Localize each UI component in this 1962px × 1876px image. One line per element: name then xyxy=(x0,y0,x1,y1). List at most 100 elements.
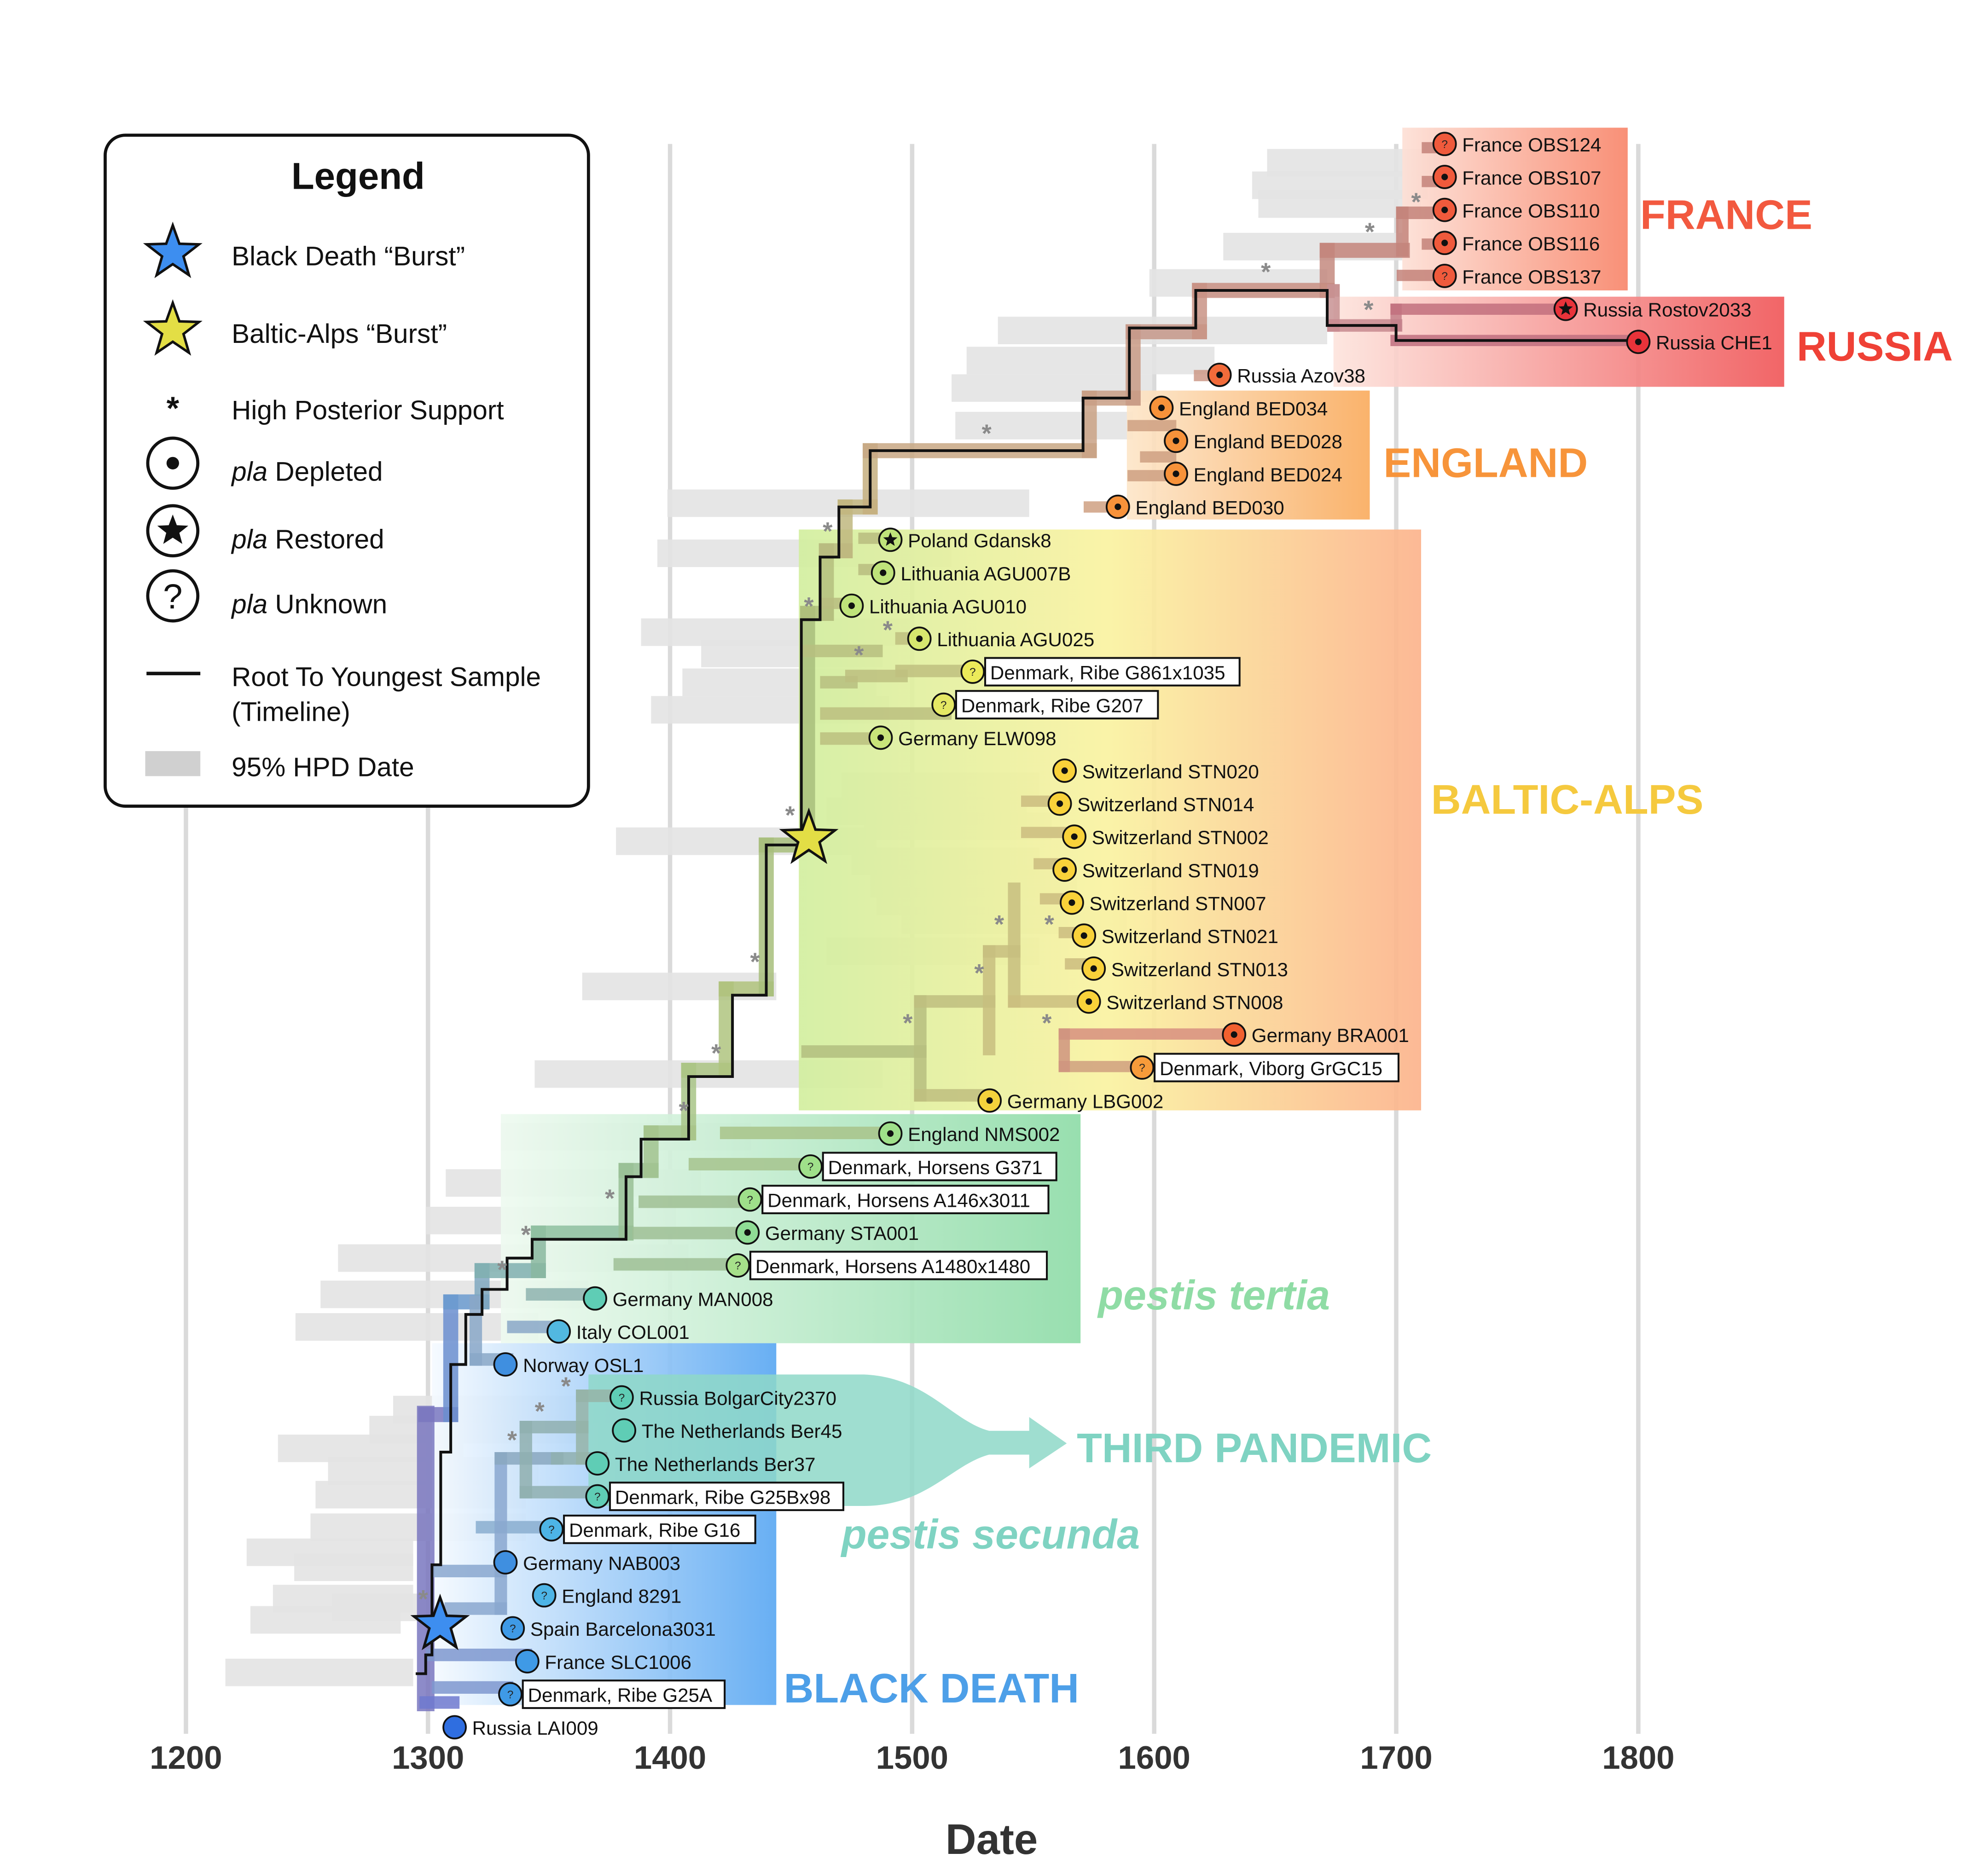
pla-restored-icon xyxy=(1558,301,1573,315)
legend-item-star-circle: pla Restored xyxy=(146,504,384,558)
pla-depleted-icon xyxy=(877,734,884,741)
pla-depleted-icon xyxy=(986,1097,993,1104)
tip-germany-nab003: Germany NAB003 xyxy=(493,1550,680,1575)
clade-label-third-pandemic: THIRD PANDEMIC xyxy=(1077,1425,1432,1471)
pla-unknown-icon: ? xyxy=(510,1623,516,1635)
pla-depleted-icon xyxy=(880,569,887,576)
tip-label: Russia BolgarCity2370 xyxy=(639,1387,836,1409)
tip-norway-osl1: Norway OSL1 xyxy=(493,1352,644,1377)
x-tick-label-1500: 1500 xyxy=(876,1739,948,1776)
legend-item-text: Depleted xyxy=(267,457,383,486)
pla-depleted-icon xyxy=(848,602,855,609)
hpd-bar xyxy=(295,1313,539,1341)
posterior-asterisk: * xyxy=(1042,1009,1052,1037)
posterior-asterisk: * xyxy=(1261,258,1271,286)
tip-label: Germany BRA001 xyxy=(1252,1025,1409,1046)
tip-germany-bra001: Germany BRA001 xyxy=(1222,1022,1409,1047)
tip-label: England BED034 xyxy=(1179,398,1328,419)
tip-label: Switzerland STN008 xyxy=(1106,991,1283,1013)
tip-france-slc1006: France SLC1006 xyxy=(515,1649,691,1673)
posterior-asterisk: * xyxy=(1411,188,1422,216)
tip-lithuania-agu025: Lithuania AGU025 xyxy=(907,626,1094,651)
tip-label: Denmark, Ribe G25A xyxy=(528,1684,713,1706)
yellow-star-icon xyxy=(143,299,203,356)
tip-label: Denmark, Horsens G371 xyxy=(828,1157,1043,1178)
tip-marker xyxy=(585,1451,610,1476)
pla-unknown-icon: ? xyxy=(619,1392,625,1404)
tip-russia-rostov2033: Russia Rostov2033 xyxy=(1553,296,1752,321)
legend-box xyxy=(104,133,590,808)
pla-unknown-icon: ? xyxy=(969,666,976,678)
tip-marker xyxy=(583,1286,607,1311)
tip-label: Switzerland STN020 xyxy=(1082,761,1259,782)
pla-depleted-icon xyxy=(1216,371,1223,378)
tip-label: France OBS137 xyxy=(1462,266,1601,288)
tip-denmark-horsens-a1480x1480: ? Denmark, Horsens A1480x1480 xyxy=(726,1251,1048,1280)
tip-marker xyxy=(1130,1055,1155,1080)
tip-label: France SLC1006 xyxy=(545,1651,691,1673)
tip-russia-lai009: Russia LAI009 xyxy=(442,1715,598,1740)
tip-label: Denmark, Viborg GrGC15 xyxy=(1160,1058,1382,1079)
pla-depleted-icon xyxy=(1158,405,1165,411)
pla-depleted-icon xyxy=(1071,833,1078,840)
tip-label: Russia CHE1 xyxy=(1656,332,1772,353)
pla-depleted-icon xyxy=(1173,437,1179,444)
tip-marker xyxy=(798,1154,823,1179)
tip-russia-bolgarcity2370: ? Russia BolgarCity2370 xyxy=(609,1385,836,1410)
posterior-asterisk: * xyxy=(785,801,795,829)
tip-label: Lithuania AGU010 xyxy=(869,596,1027,617)
tip-label: Russia Rostov2033 xyxy=(1583,299,1751,320)
posterior-asterisk: * xyxy=(804,592,814,620)
clade-label-england: ENGLAND xyxy=(1383,440,1588,486)
tip-switzerland-stn008: Switzerland STN008 xyxy=(1076,989,1283,1014)
tip-marker xyxy=(500,1616,525,1641)
legend: Legend Black Death “Burst” Baltic-Alps “Bu… xyxy=(104,133,590,808)
dot-icon xyxy=(166,457,179,469)
legend-item-italic: pla xyxy=(231,457,267,486)
tip-switzerland-stn002: Switzerland STN002 xyxy=(1062,824,1269,849)
x-tick-label-1800: 1800 xyxy=(1602,1739,1674,1776)
blue-star-icon xyxy=(143,221,203,278)
tip-label: Denmark, Ribe G207 xyxy=(961,695,1144,716)
tip-label-box xyxy=(984,657,1241,687)
legend-item-yellow-star: Baltic-Alps “Burst” xyxy=(143,299,447,356)
pla-depleted-icon xyxy=(1061,866,1068,873)
tip-label: England BED024 xyxy=(1194,464,1342,486)
pla-restored-icon xyxy=(883,532,898,546)
pla-unknown-icon: ? xyxy=(1441,270,1448,283)
tip-label: The Netherlands Ber45 xyxy=(642,1420,842,1442)
hpd-bar xyxy=(225,1658,413,1686)
pla-depleted-icon xyxy=(1441,207,1448,214)
black-death-burst-star xyxy=(410,1593,470,1650)
legend-item-italic: pla xyxy=(231,590,267,620)
pla-unknown-icon: ? xyxy=(548,1524,555,1536)
tip-label: Spain Barcelona3031 xyxy=(530,1618,716,1640)
tip-label-box xyxy=(522,1679,726,1709)
posterior-asterisk: * xyxy=(823,517,833,545)
tip-label: Germany LBG002 xyxy=(1007,1090,1164,1112)
x-tick-label-1300: 1300 xyxy=(392,1739,464,1776)
legend-item-label: High Posterior Support xyxy=(232,395,504,425)
tip-label: France OBS107 xyxy=(1462,167,1601,189)
tip-switzerland-stn013: Switzerland STN013 xyxy=(1081,956,1288,981)
legend-item-question-circle: ? pla Unknown xyxy=(146,569,387,623)
tip-label: Switzerland STN021 xyxy=(1102,926,1278,947)
clade-label-france: FRANCE xyxy=(1640,192,1812,238)
tip-denmark-ribe-g16: ? Denmark, Ribe G16 xyxy=(539,1514,756,1544)
tip-label: Lithuania AGU007B xyxy=(900,563,1071,585)
pla-depleted-icon xyxy=(1115,504,1121,510)
tip-denmark-viborg-grgc15: ? Denmark, Viborg GrGC15 xyxy=(1130,1053,1399,1083)
pla-unknown-icon: ? xyxy=(507,1689,514,1701)
pla-unknown-icon: ? xyxy=(747,1194,753,1206)
tip-switzerland-stn019: Switzerland STN019 xyxy=(1052,857,1259,882)
tip-label: Switzerland STN007 xyxy=(1090,892,1266,914)
tip-england-bed028: England BED028 xyxy=(1164,428,1342,453)
tip-lithuania-agu007b: Lithuania AGU007B xyxy=(871,561,1071,585)
tip-label: Switzerland STN014 xyxy=(1077,793,1254,815)
tip-france-obs124: ? France OBS124 xyxy=(1432,132,1601,156)
tip-label-box xyxy=(955,690,1159,720)
tip-marker xyxy=(532,1583,557,1608)
clade-label-black-death: BLACK DEATH xyxy=(784,1666,1079,1712)
tip-label: Germany STA001 xyxy=(765,1222,919,1244)
